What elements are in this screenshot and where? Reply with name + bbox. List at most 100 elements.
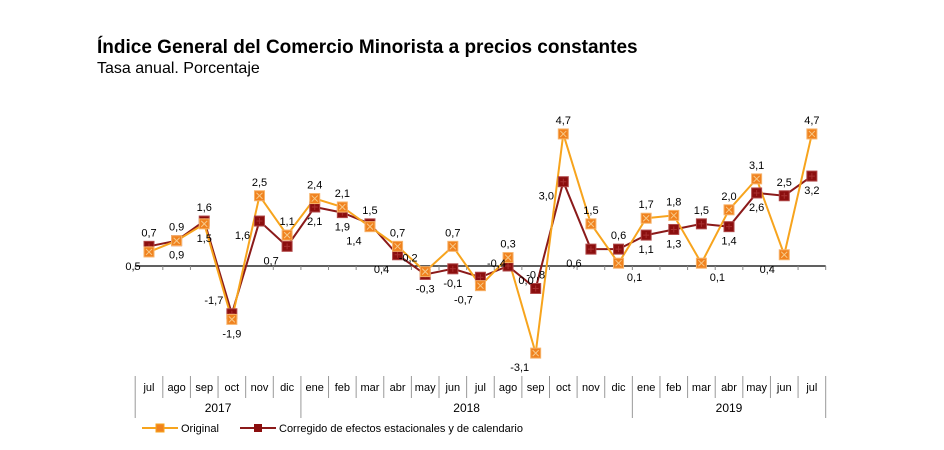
- series-line-original: [148, 133, 813, 354]
- marker-corregido-cross: [753, 189, 760, 196]
- x-tick-label: jul: [805, 382, 817, 394]
- data-label-corregido: 1,5: [694, 205, 709, 217]
- data-labels: 0,5 0,7 0,9 0,9 1,5 1,6 -1,9 -1,7 2,5 1,6 1,1 0,7 2,…: [125, 115, 819, 374]
- data-label-corregido: 1,6: [197, 202, 212, 214]
- marker-corregido-cross: [256, 218, 263, 225]
- marker-corregido-cross: [670, 226, 677, 233]
- x-tick-label: dic: [280, 382, 295, 394]
- marker-corregido-cross: [808, 173, 815, 180]
- data-label-corregido: 1,9: [335, 222, 350, 234]
- marker-original-cross: [283, 231, 291, 239]
- legend-marker-original: [155, 423, 165, 433]
- data-label-original: 1,4: [346, 236, 361, 248]
- marker-original-cross: [477, 282, 484, 290]
- data-label-original: 0,4: [760, 264, 775, 276]
- marker-corregido-cross: [643, 232, 650, 239]
- legend-label-original: Original: [181, 423, 219, 435]
- marker-original-cross: [642, 214, 650, 222]
- marker-original-cross: [394, 242, 401, 250]
- axis-layer: jul ago sep oct nov dic ene feb mar abr may jun jul a…: [134, 265, 827, 418]
- x-tick-label: ene: [306, 382, 324, 394]
- data-label-corregido: 3,0: [539, 191, 554, 203]
- x-tick-label: abr: [390, 382, 406, 394]
- marker-original-cross: [200, 220, 208, 228]
- data-label-corregido: -0,1: [443, 278, 462, 290]
- x-tick-label: sep: [195, 382, 213, 394]
- data-label-original: -0,2: [399, 253, 418, 265]
- year-label: 2017: [205, 401, 232, 415]
- data-label-corregido: 0,0: [518, 275, 533, 287]
- x-tick-label: mar: [692, 382, 711, 394]
- marker-original-cross: [504, 254, 512, 261]
- data-label-original: 4,7: [804, 115, 819, 127]
- year-label: 2019: [716, 401, 743, 415]
- x-tick-label: feb: [666, 382, 681, 394]
- marker-corregido-cross: [311, 203, 318, 210]
- marker-corregido-cross: [284, 243, 291, 250]
- marker-original-cross: [559, 130, 567, 138]
- x-tick-label: jul: [474, 382, 486, 394]
- data-label-original: 2,4: [307, 180, 322, 192]
- x-tick-label: may: [415, 382, 436, 394]
- x-tick-label: feb: [335, 382, 350, 394]
- data-label-original: 0,9: [169, 250, 184, 262]
- data-label-original: 1,5: [583, 205, 598, 217]
- marker-corregido-cross: [477, 274, 484, 281]
- data-label-original: 0,1: [627, 272, 642, 284]
- data-label-corregido: -0,3: [416, 283, 435, 295]
- data-label-original: 0,3: [500, 239, 515, 251]
- data-label-corregido: 0,6: [566, 258, 581, 270]
- marker-original-cross: [615, 259, 622, 267]
- data-label-original: 2,5: [252, 177, 267, 189]
- marker-original-cross: [725, 206, 733, 214]
- x-tick-label: oct: [556, 382, 571, 394]
- marker-original-cross: [421, 268, 429, 275]
- data-label-corregido: 0,4: [374, 264, 389, 276]
- marker-corregido-cross: [532, 285, 539, 292]
- marker-original-cross: [587, 220, 595, 228]
- data-label-corregido: -1,7: [204, 295, 223, 307]
- data-label-original: 1,7: [639, 199, 654, 211]
- x-tick-label: dic: [612, 382, 627, 394]
- x-tick-label: jul: [142, 382, 154, 394]
- marker-original-cross: [145, 248, 153, 256]
- data-label-corregido: -0,4: [487, 258, 506, 270]
- marker-original-cross: [808, 130, 816, 138]
- data-label-original: -3,1: [510, 362, 529, 374]
- chart-title: Índice General del Comercio Minorista a …: [97, 37, 638, 58]
- marker-original-cross: [670, 212, 678, 219]
- marker-corregido-cross: [394, 251, 401, 258]
- data-label-corregido: 0,6: [611, 230, 626, 242]
- data-label-original: 1,1: [279, 216, 294, 228]
- data-label-corregido: 2,6: [749, 202, 764, 214]
- data-label-corregido: -0,8: [526, 269, 545, 281]
- data-label-corregido: 2,1: [307, 216, 322, 228]
- marker-original-cross: [366, 223, 374, 231]
- marker-original-cross: [228, 316, 236, 323]
- x-tick-label: sep: [527, 382, 545, 394]
- marker-corregido-cross: [505, 263, 512, 269]
- marker-original-cross: [338, 203, 346, 211]
- marker-corregido-cross: [726, 223, 733, 230]
- x-tick-label: may: [746, 382, 767, 394]
- data-label-original: 0,7: [445, 227, 460, 239]
- data-label-original: 2,1: [335, 188, 350, 200]
- marker-original-cross: [173, 237, 180, 245]
- marker-original-cross: [532, 349, 540, 357]
- marker-original-cross: [753, 175, 760, 183]
- data-label-original: 2,0: [721, 191, 736, 203]
- marker-corregido-cross: [781, 192, 788, 199]
- legend: Original Corregido de efectos estacional…: [142, 423, 523, 435]
- series-lines: [148, 133, 813, 354]
- data-label-original: 0,1: [710, 272, 725, 284]
- data-label-original: 3,1: [749, 160, 764, 172]
- marker-original-cross: [780, 251, 788, 259]
- data-label-original: 1,8: [666, 196, 681, 208]
- data-label-corregido: 1,4: [721, 236, 736, 248]
- data-label-corregido: 1,3: [666, 238, 681, 250]
- data-label-corregido: 0,7: [141, 227, 156, 239]
- x-tick-label: ene: [637, 382, 655, 394]
- x-tick-label: oct: [225, 382, 240, 394]
- x-tick-label: mar: [360, 382, 379, 394]
